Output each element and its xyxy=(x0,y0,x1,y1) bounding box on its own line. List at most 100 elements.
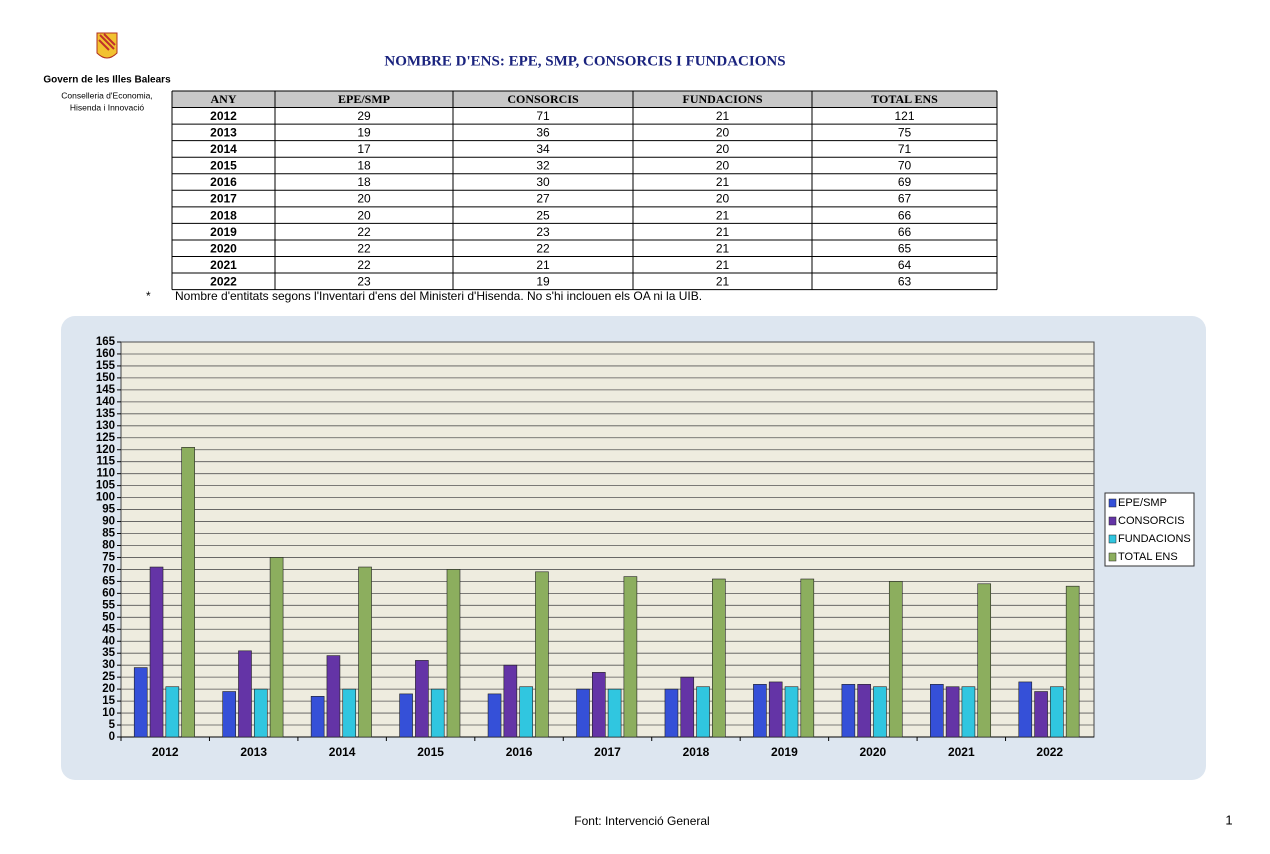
y-tick-label: 60 xyxy=(102,587,115,599)
table-cell: 22 xyxy=(357,241,371,255)
bar xyxy=(165,686,180,738)
table-cell: 23 xyxy=(536,225,550,239)
x-tick-label: 2021 xyxy=(948,745,975,759)
table-cell: 21 xyxy=(716,258,730,272)
y-tick-label: 105 xyxy=(96,480,116,492)
bar xyxy=(623,576,638,738)
y-tick-label: 40 xyxy=(102,635,115,647)
bar xyxy=(873,686,887,738)
legend-swatch xyxy=(1108,516,1117,526)
table-cell: 2013 xyxy=(210,126,237,140)
table-cell: 66 xyxy=(898,225,912,239)
bar xyxy=(930,684,944,738)
table-cell: 21 xyxy=(536,258,550,272)
x-tick-label: 2014 xyxy=(329,745,356,759)
y-tick-label: 120 xyxy=(96,444,115,456)
y-tick-label: 15 xyxy=(102,695,115,707)
table-cell: 19 xyxy=(357,126,371,140)
legend-label: EPE/SMP xyxy=(1118,497,1167,509)
table-cell: 65 xyxy=(898,241,912,255)
table-cell: 21 xyxy=(716,109,730,123)
bar xyxy=(1034,691,1048,738)
x-tick-label: 2020 xyxy=(860,745,887,759)
y-tick-label: 145 xyxy=(96,384,116,396)
bar xyxy=(415,660,429,738)
y-tick-label: 110 xyxy=(96,468,115,480)
legend-swatch xyxy=(1108,552,1117,562)
y-tick-label: 115 xyxy=(96,456,115,468)
table-cell: 63 xyxy=(898,274,912,288)
legend xyxy=(1104,492,1195,567)
table-cell: 2015 xyxy=(210,159,237,173)
bar xyxy=(358,566,372,738)
bar xyxy=(535,571,549,738)
legend-label: FUNDACIONS xyxy=(1118,533,1191,545)
bar xyxy=(342,688,357,738)
table-cell: 18 xyxy=(357,159,371,173)
y-tick-label: 30 xyxy=(102,659,115,671)
title: NOMBRE D'ENS: EPE, SMP, CONSORCIS I FUND… xyxy=(384,53,785,69)
bar xyxy=(149,566,164,738)
bar xyxy=(1065,585,1080,738)
table-cell: 25 xyxy=(536,208,550,222)
plot-area xyxy=(120,341,1095,738)
table-cell: 2020 xyxy=(210,241,237,255)
dept: Conselleria d'Economia, xyxy=(61,90,152,100)
header-row xyxy=(172,91,997,108)
bar xyxy=(841,684,856,738)
bar xyxy=(696,686,710,738)
column-header: ANY xyxy=(211,92,237,106)
x-tick-label: 2012 xyxy=(152,745,179,759)
table-cell: 64 xyxy=(898,258,912,272)
y-tick-label: 80 xyxy=(102,540,115,552)
bar xyxy=(800,578,815,738)
y-tick-label: 130 xyxy=(96,420,115,432)
table-cell: 22 xyxy=(357,258,371,272)
table-cell: 2019 xyxy=(210,225,237,239)
bar xyxy=(310,696,325,738)
table-cell: 18 xyxy=(357,175,371,189)
table-cell: 30 xyxy=(536,175,550,189)
y-tick-label: 165 xyxy=(96,336,116,348)
table-cell: 20 xyxy=(357,192,371,206)
table-cell: 21 xyxy=(716,274,730,288)
table-cell: 21 xyxy=(716,225,730,239)
y-tick-label: 35 xyxy=(102,647,115,659)
legend-swatch xyxy=(1108,498,1117,508)
bar xyxy=(680,676,695,738)
bar xyxy=(253,688,268,738)
table-cell: 75 xyxy=(898,126,912,140)
y-tick-label: 10 xyxy=(102,707,115,719)
x-tick-label: 2018 xyxy=(683,745,710,759)
bar xyxy=(326,655,341,738)
table-cell: 67 xyxy=(898,192,912,206)
x-tick-label: 2013 xyxy=(240,745,267,759)
chart: 0510152025303540455055606570758085909510… xyxy=(96,336,1195,759)
table-cell: 2012 xyxy=(210,109,237,123)
legend-label: CONSORCIS xyxy=(1118,515,1185,527)
bar xyxy=(446,569,461,738)
note-marker: * xyxy=(146,289,151,303)
y-tick-label: 45 xyxy=(102,623,115,635)
x-tick-label: 2019 xyxy=(771,745,798,759)
table-cell: 66 xyxy=(898,208,912,222)
bar xyxy=(712,578,726,738)
column-header: FUNDACIONS xyxy=(682,92,762,106)
table-cell: 2014 xyxy=(210,142,237,156)
table-cell: 21 xyxy=(716,208,730,222)
y-tick-label: 5 xyxy=(109,719,116,731)
bar xyxy=(133,667,148,738)
bar xyxy=(945,686,960,738)
bar xyxy=(784,686,799,738)
bar xyxy=(430,688,445,738)
y-tick-label: 50 xyxy=(102,611,115,623)
y-tick-label: 150 xyxy=(96,372,115,384)
table-cell: 20 xyxy=(716,192,730,206)
y-tick-label: 95 xyxy=(102,504,115,516)
y-tick-label: 135 xyxy=(96,408,116,420)
bar xyxy=(181,447,195,738)
table-cell: 32 xyxy=(536,159,550,173)
bar xyxy=(591,672,606,738)
y-tick-label: 100 xyxy=(96,492,115,504)
